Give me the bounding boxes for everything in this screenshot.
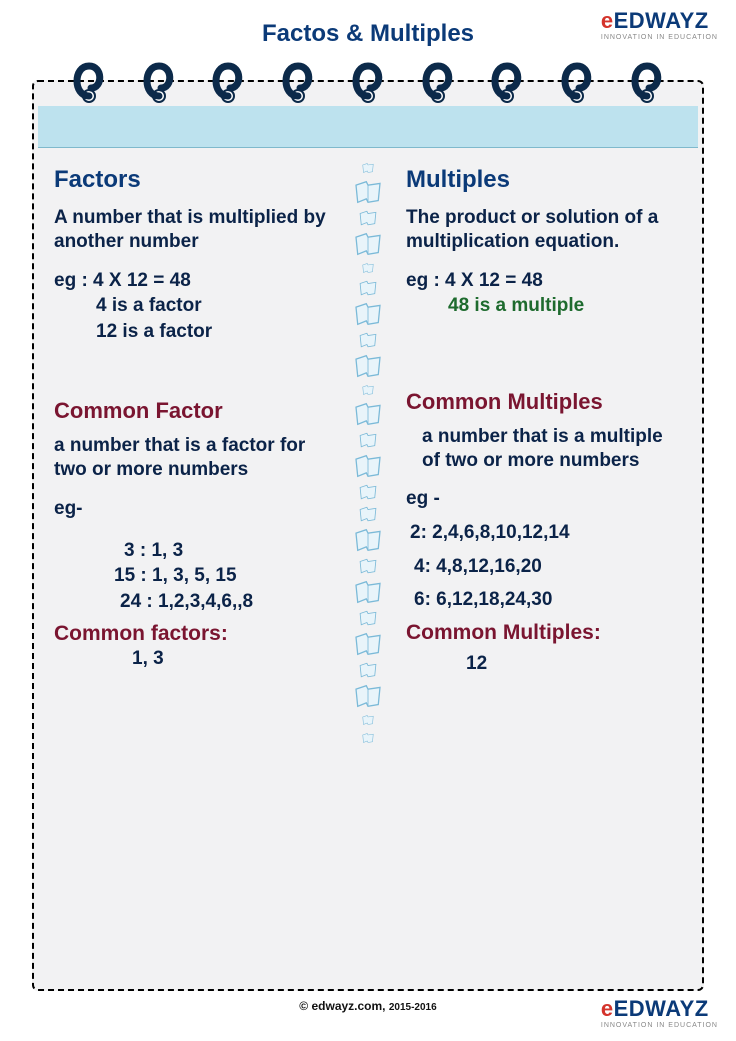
spiral-ring-icon [208, 52, 248, 104]
multiples-heading: Multiples [406, 166, 684, 194]
example-row: 15 : 1, 3, 5, 15 [54, 563, 332, 589]
book-icon [362, 162, 374, 174]
book-icon [354, 684, 382, 708]
book-icon [362, 732, 374, 744]
example-label: eg : 4 X 12 = 48 [54, 270, 191, 291]
left-column: Factors A number that is multiplied by a… [34, 160, 350, 989]
example-row: 3 : 1, 3 [54, 538, 332, 564]
common-multiples-definition: a number that is a multiple of two or mo… [406, 425, 684, 473]
spiral-ring-icon [139, 52, 179, 104]
example-label: eg : 4 X 12 = 48 [406, 270, 543, 291]
spiral-binding [34, 52, 702, 104]
notebook-frame: Factors A number that is multiplied by a… [32, 80, 704, 991]
book-icon [354, 402, 382, 426]
brand-logo-bottom: eEDWAYZ INNOVATION IN EDUCATION [601, 996, 718, 1029]
book-icon [354, 454, 382, 478]
book-icon [359, 506, 377, 522]
example-row: 4: 4,8,12,16,20 [406, 554, 684, 580]
spiral-ring-icon [627, 52, 667, 104]
common-factor-heading: Common Factor [54, 398, 332, 424]
book-icon [354, 354, 382, 378]
book-icon [354, 232, 382, 256]
book-icon [359, 558, 377, 574]
example-row: 24 : 1,2,3,4,6,,8 [54, 589, 332, 615]
common-multiples-example: eg - 2: 2,4,6,8,10,12,14 4: 4,8,12,16,20… [406, 486, 684, 613]
book-icon [362, 384, 374, 396]
common-multiples-label: Common Multiples: [406, 621, 684, 645]
right-column: Multiples The product or solution of a m… [386, 160, 702, 989]
factors-heading: Factors [54, 166, 332, 194]
common-factors-label: Common factors: [54, 622, 332, 646]
common-factor-example: eg- 3 : 1, 3 15 : 1, 3, 5, 15 24 : 1,2,3… [54, 496, 332, 615]
copyright-years: 2015-2016 [389, 1002, 437, 1013]
example-row: 2: 2,4,6,8,10,12,14 [406, 520, 684, 546]
copyright-text: edwayz.com, [311, 999, 385, 1013]
common-factor-definition: a number that is a factor for two or mor… [54, 434, 332, 482]
center-divider [350, 160, 386, 989]
book-icon [362, 262, 374, 274]
book-icon [359, 210, 377, 226]
multiples-example: eg : 4 X 12 = 48 48 is a multiple [406, 268, 684, 319]
book-icon [359, 432, 377, 448]
top-color-band [38, 106, 698, 148]
page-title: Factos & Multiples [0, 20, 736, 48]
book-icon [354, 580, 382, 604]
multiples-definition: The product or solution of a multiplicat… [406, 206, 684, 254]
book-icon [359, 662, 377, 678]
spiral-ring-icon [348, 52, 388, 104]
book-icon [359, 332, 377, 348]
common-multiples-heading: Common Multiples [406, 389, 684, 415]
example-label: eg - [406, 488, 440, 509]
book-icon [354, 632, 382, 656]
book-icon [354, 528, 382, 552]
example-label: eg- [54, 498, 83, 519]
book-icon [359, 280, 377, 296]
common-factors-value: 1, 3 [54, 646, 332, 670]
content-area: Factors A number that is multiplied by a… [34, 160, 702, 989]
spiral-ring-icon [557, 52, 597, 104]
factors-definition: A number that is multiplied by another n… [54, 206, 332, 254]
book-icon [359, 610, 377, 626]
brand-tagline: INNOVATION IN EDUCATION [601, 1022, 718, 1029]
spiral-ring-icon [69, 52, 109, 104]
example-line: 4 is a factor [54, 293, 332, 319]
example-highlight: 48 is a multiple [406, 293, 684, 319]
book-icon [354, 180, 382, 204]
example-line: 12 is a factor [54, 319, 332, 345]
factors-example: eg : 4 X 12 = 48 4 is a factor 12 is a f… [54, 268, 332, 345]
spiral-ring-icon [418, 52, 458, 104]
common-multiples-value: 12 [406, 645, 684, 675]
book-icon [354, 302, 382, 326]
spiral-ring-icon [278, 52, 318, 104]
spiral-ring-icon [487, 52, 527, 104]
book-icon [359, 484, 377, 500]
example-row: 6: 6,12,18,24,30 [406, 587, 684, 613]
book-icon [362, 714, 374, 726]
